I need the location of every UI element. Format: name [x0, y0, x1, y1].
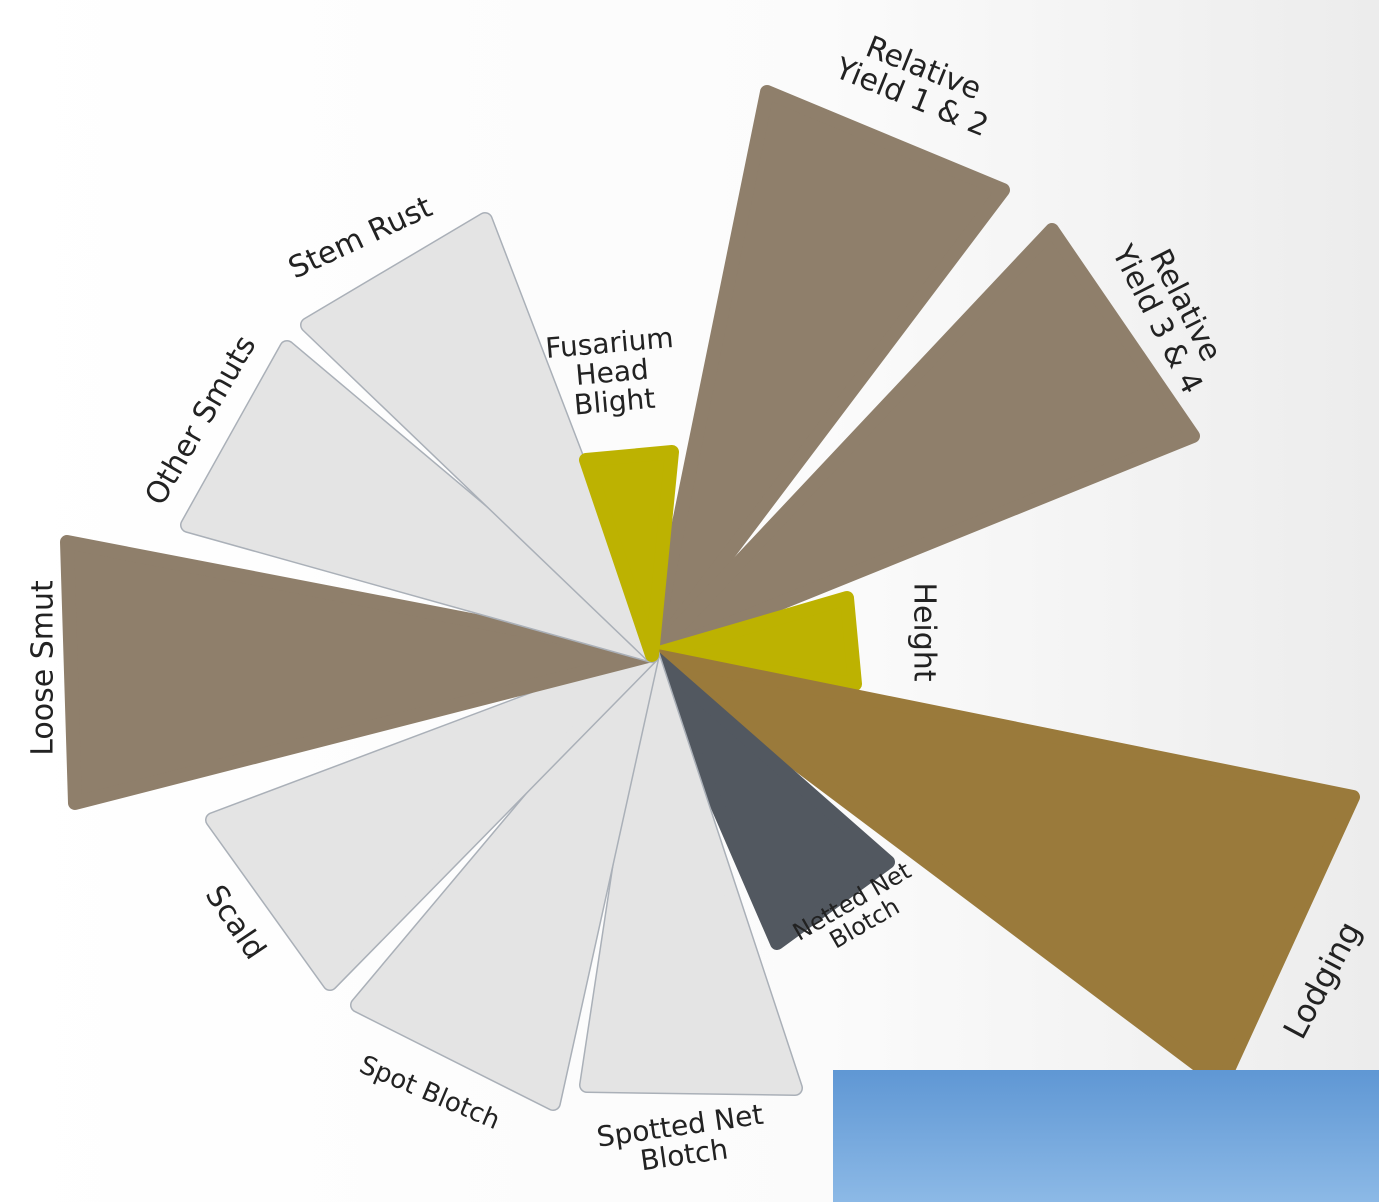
- wedge-label: Loose Smut: [26, 580, 61, 756]
- wedge: [301, 213, 659, 662]
- wedge: [181, 341, 659, 662]
- wedge: [579, 445, 679, 662]
- label-line: Height: [907, 582, 942, 681]
- label-line: Loose Smut: [26, 580, 61, 756]
- wedge: [645, 223, 1200, 662]
- wedge: [645, 648, 1360, 1090]
- wedge: [580, 648, 802, 1095]
- label-line: Blight: [573, 382, 657, 422]
- wedges: [60, 85, 1360, 1111]
- wedge-label: Height: [907, 582, 942, 681]
- wedge: [645, 85, 1010, 662]
- wedge: [206, 648, 659, 990]
- sky-panel: [833, 1070, 1379, 1202]
- wedge: [60, 535, 659, 810]
- wedge: [645, 648, 895, 950]
- label-line: Head: [574, 353, 650, 392]
- wedge: [351, 648, 659, 1110]
